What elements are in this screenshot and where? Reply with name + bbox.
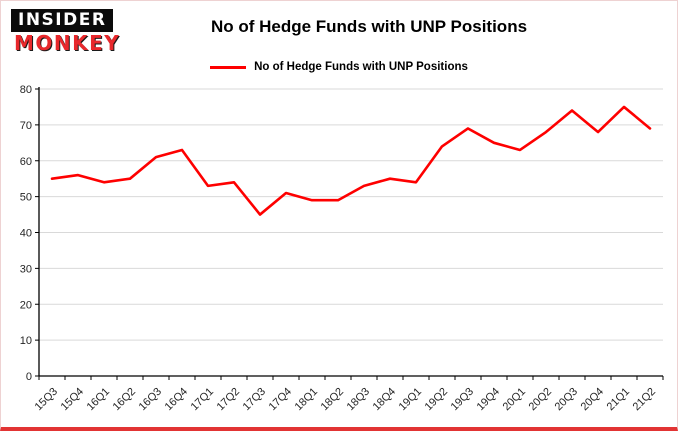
x-tick-label: 18Q3: [345, 386, 373, 414]
x-tick-label: 18Q1: [293, 386, 321, 414]
y-tick-label: 80: [20, 84, 32, 96]
x-tick-label: 16Q1: [85, 386, 113, 414]
x-tick-label: 21Q2: [631, 386, 659, 414]
x-tick-label: 18Q4: [371, 386, 399, 414]
hedge-funds-series-line: [50, 105, 652, 216]
y-tick-label: 0: [26, 371, 32, 383]
logo-insider-text: INSIDER: [11, 9, 114, 32]
y-tick-label: 10: [20, 335, 32, 347]
y-tick-label: 30: [20, 263, 32, 275]
x-tick-label: 20Q4: [579, 386, 607, 414]
logo-monkey-text: MONKEY: [14, 30, 121, 55]
y-tick-label: 50: [20, 192, 32, 204]
legend-label: No of Hedge Funds with UNP Positions: [254, 61, 468, 73]
chart-legend: No of Hedge Funds with UNP Positions: [1, 61, 677, 73]
x-tick-label: 19Q2: [423, 386, 451, 414]
y-tick-label: 20: [20, 299, 32, 311]
x-tick-label: 17Q4: [267, 386, 295, 414]
x-tick-label: 21Q1: [605, 386, 633, 414]
x-tick-label: 19Q1: [397, 386, 425, 414]
x-tick-label: 17Q2: [215, 386, 243, 414]
x-tick-label: 16Q3: [137, 386, 165, 414]
x-tick-label: 20Q3: [553, 386, 581, 414]
x-tick-label: 19Q3: [449, 386, 477, 414]
x-tick-label: 16Q4: [163, 386, 191, 414]
y-tick-label: 40: [20, 228, 32, 240]
y-tick-label: 70: [20, 120, 32, 132]
x-tick-label: 18Q2: [319, 386, 347, 414]
x-tick-label: 15Q3: [33, 386, 61, 414]
x-tick-label: 17Q1: [189, 386, 217, 414]
x-tick-label: 16Q2: [111, 386, 139, 414]
legend-line-swatch: [210, 65, 247, 69]
y-tick-label: 60: [20, 156, 32, 168]
x-tick-label: 20Q2: [527, 386, 555, 414]
x-tick-label: 17Q3: [241, 386, 269, 414]
insider-monkey-logo: INSIDER MONKEY: [11, 9, 120, 54]
x-tick-label: 20Q1: [501, 386, 529, 414]
x-tick-label: 15Q4: [59, 386, 87, 414]
chart-title: No of Hedge Funds with UNP Positions: [210, 17, 528, 36]
x-tick-label: 19Q4: [475, 386, 503, 414]
